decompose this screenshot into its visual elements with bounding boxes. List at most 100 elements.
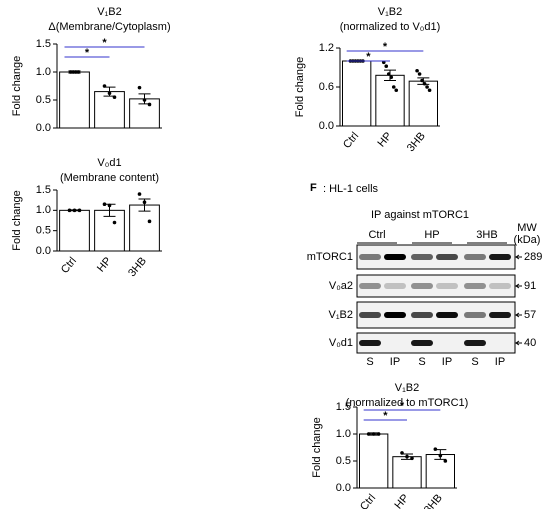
row-label: V₀a2 [329,280,353,292]
data-point [68,70,73,74]
lane-group: 3HB [476,229,497,241]
data-point [102,202,107,207]
bar [392,456,422,489]
significance-label: * [383,41,388,53]
data-point [422,81,427,86]
y-tick-label: 1.0 [36,204,51,216]
band [436,312,458,318]
data-point [72,208,77,213]
band [464,312,486,318]
x-tick-label: HP [393,492,412,509]
data-point [76,70,81,74]
error-bar [384,69,396,81]
band [359,254,381,260]
data-point [73,70,78,74]
row-label: V₁B2 [328,309,353,321]
y-tick-label: 0.0 [36,122,51,134]
data-point [405,454,409,459]
mw-arrow [515,254,522,260]
bar [94,209,125,252]
chart-title: V₀d1 [97,157,121,169]
bar [342,60,372,127]
data-point [112,220,117,225]
significance-label: * [102,37,107,49]
bar [375,74,405,127]
bar [94,91,125,129]
band [489,312,511,318]
mw-title: MW [517,222,537,234]
y-tick-label: 0.0 [336,482,351,494]
mw-arrow [515,283,522,289]
panel-caption: : HL-1 cells [323,183,379,195]
band [411,312,433,318]
data-point [427,88,432,93]
band [464,283,486,289]
y-tick-label: 1.5 [36,184,51,196]
data-point [77,208,82,213]
chart-subtitle: Δ(Membrane/Cytoplasm) [48,21,170,33]
band [359,340,381,346]
y-tick-label: 0.5 [36,225,51,237]
row-label: mTORC1 [307,251,353,263]
data-point [433,447,438,451]
significance-label: * [400,400,405,412]
band [464,340,486,346]
mw-value: 91 [524,280,536,292]
data-point [112,95,117,99]
band [384,254,406,260]
data-point [71,70,76,74]
data-point [107,91,112,96]
data-point [386,72,391,76]
western-blot [356,244,516,354]
y-tick-label: 1.5 [336,401,351,413]
data-point [400,451,404,455]
blot-strip [356,274,516,298]
data-point [142,98,147,102]
lane-label: IP [442,356,452,368]
y-tick-label: 0.0 [36,245,51,257]
data-point [425,85,429,89]
band [489,283,511,289]
lane-label: IP [390,356,400,368]
bar [129,204,160,252]
band [411,254,433,260]
significance-label: * [366,51,371,63]
significance-label: * [85,47,90,59]
band [464,254,486,260]
lane-label: S [366,356,373,368]
x-tick-label: HP [376,130,395,149]
data-point [443,459,448,463]
x-tick-label: 3HB [405,130,428,154]
data-point [389,75,394,80]
lane-label: S [418,356,425,368]
data-point [102,84,107,88]
y-tick-label: 0.5 [36,94,51,106]
data-point [376,432,381,436]
row-label: V₀d1 [329,337,353,349]
lane-label: IP [495,356,505,368]
data-point [415,68,419,73]
mw-arrow [515,340,522,346]
blot-heading: IP against mTORC1 [371,209,469,221]
band [489,254,511,260]
mw-value: 289 [524,251,542,263]
data-point [107,203,112,208]
data-point [137,192,142,196]
data-point [147,219,152,224]
chart-title: V₁B2 [395,382,420,394]
mw-value: 57 [524,309,536,321]
mw-title: (kDa) [514,234,541,246]
significance-label: * [383,410,388,422]
data-point [142,200,147,204]
y-tick-label: 1.0 [336,428,351,440]
chart-title: V₁B2 [378,6,403,18]
mw-arrow [515,312,522,318]
lane-group: Ctrl [368,229,385,241]
y-tick-label: 0.6 [319,81,334,93]
bar [425,454,455,489]
chart-subtitle: (normalized to mTORC1) [346,397,469,409]
x-tick-label: 3HB [422,492,445,509]
y-tick-label: 1.2 [319,42,334,54]
y-axis-label: Fold change [11,190,23,251]
chart-subtitle: (Membrane content) [60,172,159,184]
